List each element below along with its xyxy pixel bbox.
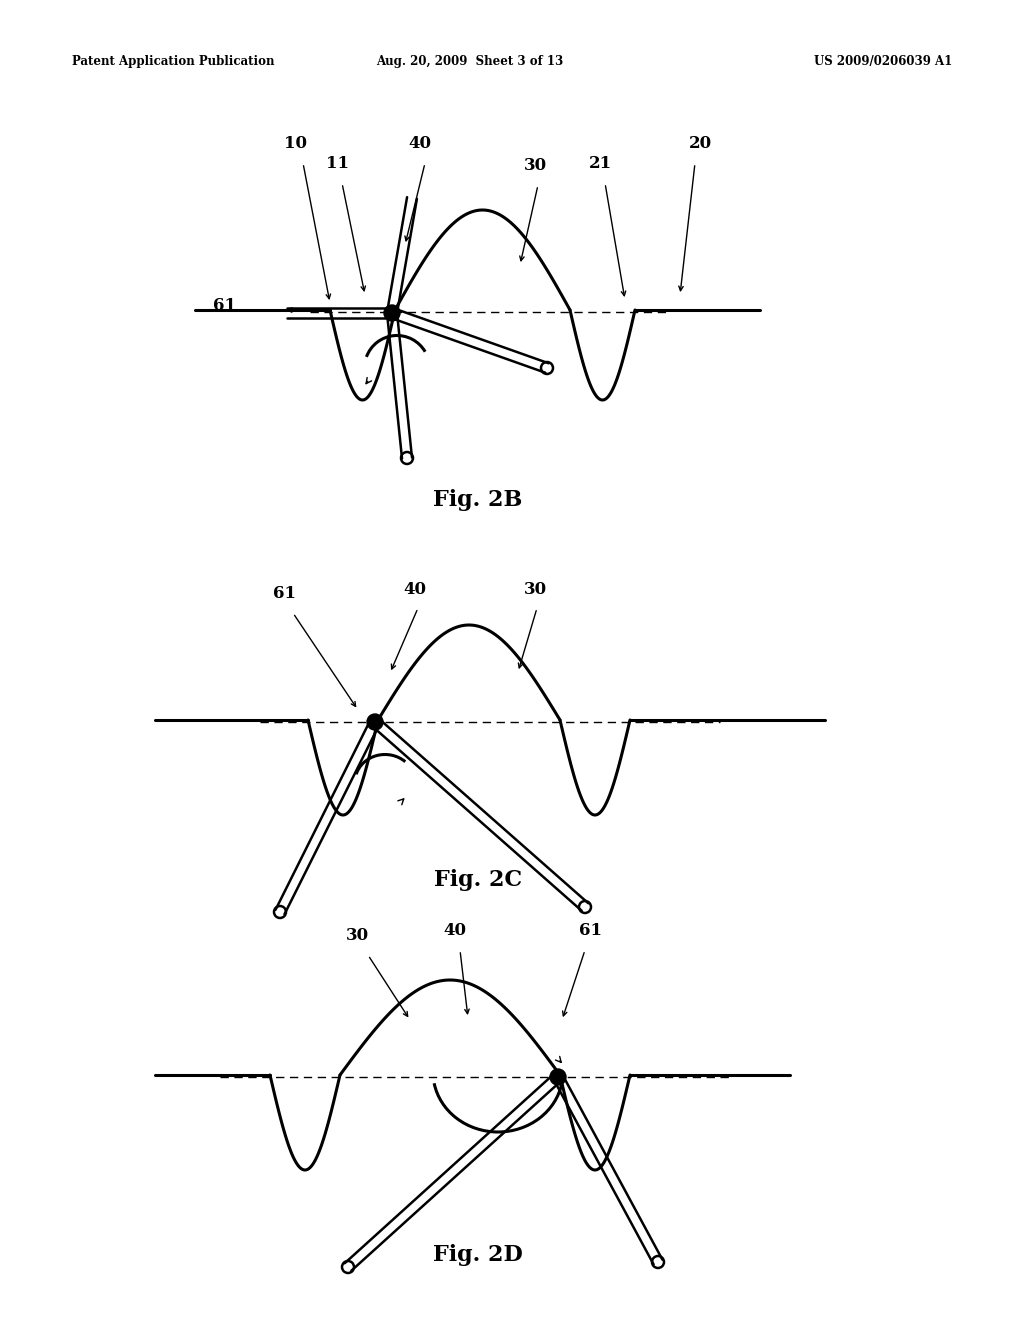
Text: 30: 30 bbox=[345, 927, 369, 944]
Text: Aug. 20, 2009  Sheet 3 of 13: Aug. 20, 2009 Sheet 3 of 13 bbox=[377, 55, 563, 69]
Text: Fig. 2D: Fig. 2D bbox=[433, 1243, 523, 1266]
Text: Fig. 2B: Fig. 2B bbox=[433, 488, 522, 511]
Circle shape bbox=[550, 1069, 566, 1085]
Text: 61: 61 bbox=[579, 921, 601, 939]
Text: 10: 10 bbox=[284, 135, 306, 152]
Circle shape bbox=[384, 305, 400, 321]
Text: 11: 11 bbox=[327, 154, 349, 172]
Text: Fig. 2C: Fig. 2C bbox=[434, 869, 522, 891]
Text: 20: 20 bbox=[688, 135, 712, 152]
Text: 40: 40 bbox=[409, 135, 431, 152]
Circle shape bbox=[367, 714, 383, 730]
Text: 61: 61 bbox=[273, 585, 297, 602]
Text: 40: 40 bbox=[443, 921, 467, 939]
Text: Patent Application Publication: Patent Application Publication bbox=[72, 55, 274, 69]
Text: US 2009/0206039 A1: US 2009/0206039 A1 bbox=[814, 55, 952, 69]
Text: 30: 30 bbox=[523, 581, 547, 598]
Text: 61: 61 bbox=[213, 297, 237, 314]
Text: 40: 40 bbox=[403, 581, 427, 598]
Text: 30: 30 bbox=[523, 157, 547, 174]
Text: 21: 21 bbox=[589, 154, 611, 172]
